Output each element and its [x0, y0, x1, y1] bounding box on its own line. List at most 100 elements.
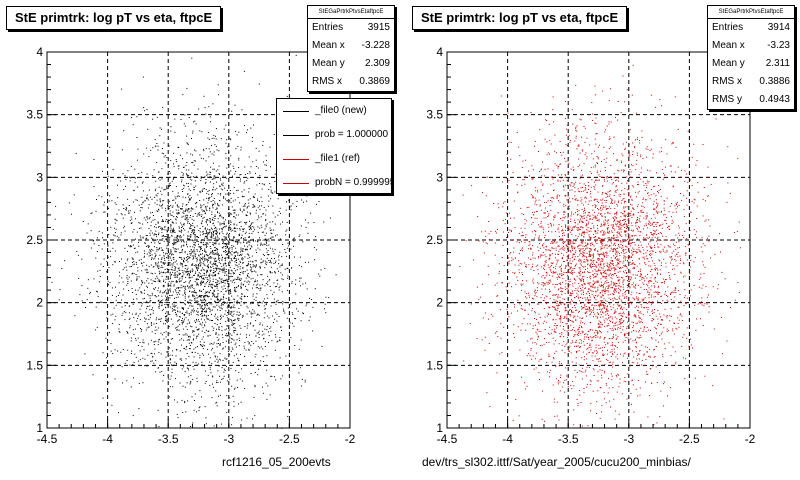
scatter-point: [214, 355, 216, 357]
scatter-point: [740, 247, 741, 249]
scatter-point: [208, 229, 210, 231]
scatter-point: [180, 262, 182, 264]
scatter-point: [168, 220, 170, 221]
scatter-point: [613, 255, 615, 257]
scatter-point: [213, 232, 214, 234]
scatter-point: [132, 363, 134, 365]
scatter-point: [300, 320, 302, 322]
scatter-point: [194, 298, 195, 300]
scatter-point: [187, 237, 189, 239]
scatter-point: [238, 308, 240, 309]
scatter-point: [198, 255, 200, 257]
scatter-point: [237, 242, 239, 244]
scatter-point: [221, 254, 222, 256]
scatter-point: [580, 303, 582, 304]
scatter-point: [169, 378, 171, 380]
scatter-point: [198, 407, 200, 409]
scatter-point: [272, 315, 274, 317]
scatter-point: [199, 228, 201, 229]
scatter-point: [623, 213, 625, 215]
scatter-point: [186, 329, 188, 331]
scatter-point: [550, 270, 552, 272]
x-tick-label: -2: [345, 432, 356, 446]
scatter-point: [213, 186, 214, 188]
x-tick-label: -4.5: [37, 432, 58, 446]
scatter-point: [201, 304, 203, 306]
scatter-point: [146, 216, 148, 218]
scatter-point: [219, 173, 220, 175]
scatter-point: [170, 285, 172, 287]
scatter-point: [166, 320, 168, 322]
scatter-point: [122, 281, 124, 283]
scatter-point: [258, 83, 260, 85]
scatter-point: [646, 217, 648, 219]
scatter-point: [637, 380, 639, 381]
scatter-point: [541, 175, 543, 177]
scatter-point: [166, 311, 168, 313]
scatter-point: [250, 127, 252, 129]
scatter-point: [192, 154, 193, 156]
scatter-point: [225, 225, 227, 227]
scatter-point: [185, 346, 187, 348]
scatter-point: [151, 248, 153, 250]
scatter-point: [246, 215, 248, 216]
scatter-point: [209, 280, 211, 282]
scatter-point: [178, 168, 180, 170]
scatter-point: [219, 215, 221, 217]
scatter-point: [637, 271, 639, 272]
scatter-point: [307, 232, 309, 234]
scatter-point: [544, 254, 546, 256]
scatter-point: [141, 182, 143, 184]
scatter-point: [177, 417, 179, 419]
scatter-point: [170, 338, 172, 340]
scatter-point: [141, 270, 143, 272]
scatter-point: [257, 240, 259, 242]
scatter-point: [213, 225, 215, 227]
scatter-point: [265, 264, 267, 265]
scatter-point: [163, 262, 165, 264]
scatter-point: [192, 366, 194, 368]
scatter-point: [183, 166, 185, 168]
scatter-point: [188, 201, 190, 203]
scatter-point: [259, 183, 261, 184]
scatter-point: [246, 417, 248, 419]
scatter-point: [242, 267, 244, 269]
scatter-point: [223, 375, 225, 377]
scatter-point: [170, 235, 172, 237]
scatter-point: [273, 263, 275, 264]
scatter-point: [258, 150, 260, 152]
scatter-point: [178, 279, 180, 281]
scatter-point: [231, 254, 233, 256]
scatter-point: [190, 198, 191, 200]
scatter-point: [169, 278, 171, 280]
scatter-point: [569, 345, 571, 347]
scatter-point: [126, 380, 128, 382]
scatter-point: [641, 364, 643, 366]
scatter-point: [193, 310, 195, 312]
scatter-point: [209, 231, 211, 233]
scatter-point: [142, 181, 144, 183]
scatter-point: [151, 198, 153, 200]
scatter-point: [621, 225, 623, 227]
scatter-point: [224, 187, 226, 189]
scatter-point: [185, 288, 187, 290]
scatter-point: [597, 224, 598, 226]
scatter-point: [218, 329, 220, 331]
scatter-point: [194, 229, 196, 231]
scatter-point: [609, 316, 611, 318]
scatter-point: [173, 306, 175, 308]
scatter-point: [244, 222, 246, 223]
scatter-point: [132, 244, 134, 246]
scatter-point: [223, 302, 225, 304]
scatter-point: [259, 249, 261, 251]
scatter-point: [588, 330, 590, 332]
scatter-point: [593, 284, 595, 286]
scatter-point: [247, 173, 249, 174]
scatter-point: [219, 200, 221, 202]
scatter-point: [589, 343, 591, 345]
scatter-point: [190, 210, 192, 212]
scatter-point: [209, 246, 211, 247]
scatter-point: [170, 282, 172, 284]
scatter-point: [208, 193, 210, 195]
scatter-point: [228, 209, 229, 210]
